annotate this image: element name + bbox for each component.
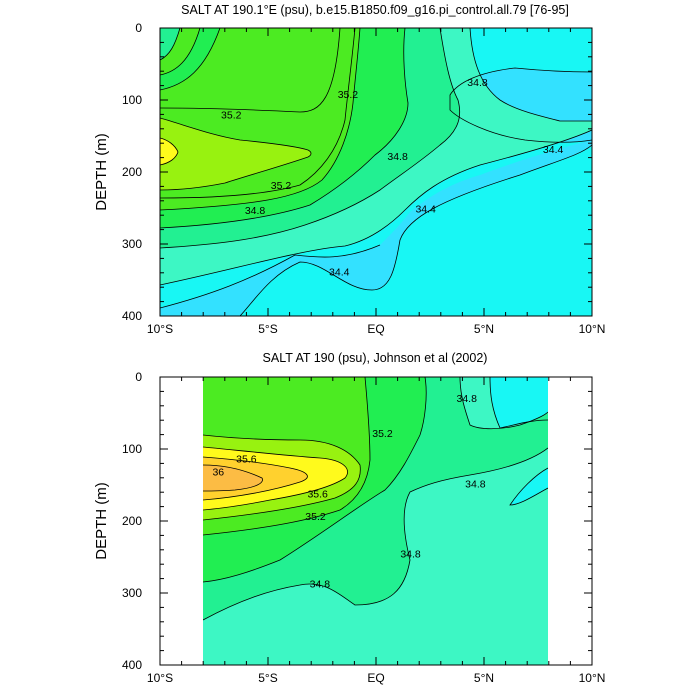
top-chart-title: SALT AT 190.1°E (psu), b.e15.B1850.f09_g… — [181, 3, 569, 17]
bottom-contour-label: 35.2 — [372, 428, 393, 440]
top-y-tick-label: 100 — [122, 93, 142, 107]
top-contour-label: 34.8 — [387, 151, 408, 163]
bottom-band-34.4-34.6 — [490, 377, 548, 428]
bottom-contour-label: 34.8 — [457, 393, 478, 405]
bottom-x-tick-label: 5°N — [474, 671, 494, 685]
bottom-y-tick-label: 0 — [135, 370, 142, 384]
top-y-tick-label: 400 — [122, 309, 142, 323]
top-contour-label: 34.4 — [329, 266, 350, 278]
top-x-tick-label: EQ — [367, 322, 384, 336]
bottom-contour-label: 35.6 — [236, 453, 257, 465]
bottom-contour-label: 34.8 — [465, 479, 486, 491]
top-band-35.0-35.2-corner — [160, 28, 220, 90]
top-contour-labels: 35.2 35.2 35.2 34.8 34.8 34.8 34.4 34.4 34.4 — [221, 77, 563, 278]
top-contour-label: 35.2 — [221, 109, 242, 121]
bottom-contour-field — [203, 377, 548, 665]
bottom-band-34.4-34.6-b — [510, 468, 548, 505]
bottom-contour-label: 36 — [212, 466, 224, 478]
bottom-contour-label: 35.2 — [305, 511, 326, 523]
top-x-tick-label: 10°N — [579, 322, 606, 336]
bottom-panel: SALT AT 190 (psu), Johnson et al (2002) — [93, 351, 605, 685]
top-y-axis-label: DEPTH (m) — [93, 133, 110, 211]
bottom-chart-title: SALT AT 190 (psu), Johnson et al (2002) — [263, 351, 488, 365]
bottom-y-axis-label: DEPTH (m) — [93, 482, 110, 560]
top-y-tick-label: 300 — [122, 237, 142, 251]
bottom-y-tick-label: 400 — [122, 658, 142, 672]
top-contour-label: 34.4 — [543, 144, 564, 156]
bottom-x-tick-label: 5°S — [258, 671, 277, 685]
top-band-35.6-35.8 — [160, 138, 178, 165]
top-contour-field — [160, 28, 592, 316]
top-contour-label: 34.8 — [245, 205, 266, 217]
top-x-tick-label: 5°N — [474, 322, 494, 336]
bottom-y-tick-label: 300 — [122, 586, 142, 600]
top-x-tick-label: 5°S — [258, 322, 277, 336]
bottom-y-tick-label: 100 — [122, 442, 142, 456]
bottom-contour-labels: 36 35.6 35.6 35.2 35.2 34.8 34.8 34.8 34.8 — [212, 393, 485, 591]
top-x-tick-label: 10°S — [147, 322, 173, 336]
bottom-x-tick-label: 10°S — [147, 671, 173, 685]
bottom-contour-label: 34.8 — [400, 548, 421, 560]
bottom-axes: 10°S 5°S EQ 5°N 10°N 0 100 200 300 400 — [122, 370, 605, 685]
bottom-x-tick-label: EQ — [367, 671, 384, 685]
bottom-contour-label: 35.6 — [307, 489, 328, 501]
bottom-band-gt-36.0 — [203, 465, 263, 491]
top-axes: 10°S 5°S EQ 5°N 10°N 0 100 200 300 400 — [122, 21, 605, 336]
bottom-x-tick-label: 10°N — [579, 671, 606, 685]
top-contour-label: 34.4 — [415, 204, 436, 216]
top-band-35.4-35.6 — [160, 118, 311, 190]
top-contour-label: 34.8 — [467, 77, 488, 89]
bottom-y-tick-label: 200 — [122, 514, 142, 528]
bottom-contour-label: 34.8 — [310, 579, 331, 591]
top-band-34.8-35.0-corner — [160, 28, 180, 60]
top-y-tick-label: 200 — [122, 165, 142, 179]
top-contour-label: 35.2 — [271, 180, 292, 192]
top-panel: SALT AT 190.1°E (psu), b.e15.B1850.f09_g… — [93, 3, 605, 336]
top-y-tick-label: 0 — [135, 21, 142, 35]
top-contour-label: 35.2 — [338, 89, 359, 101]
